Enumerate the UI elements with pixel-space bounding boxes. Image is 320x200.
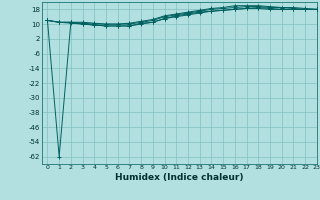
X-axis label: Humidex (Indice chaleur): Humidex (Indice chaleur) [115, 173, 244, 182]
